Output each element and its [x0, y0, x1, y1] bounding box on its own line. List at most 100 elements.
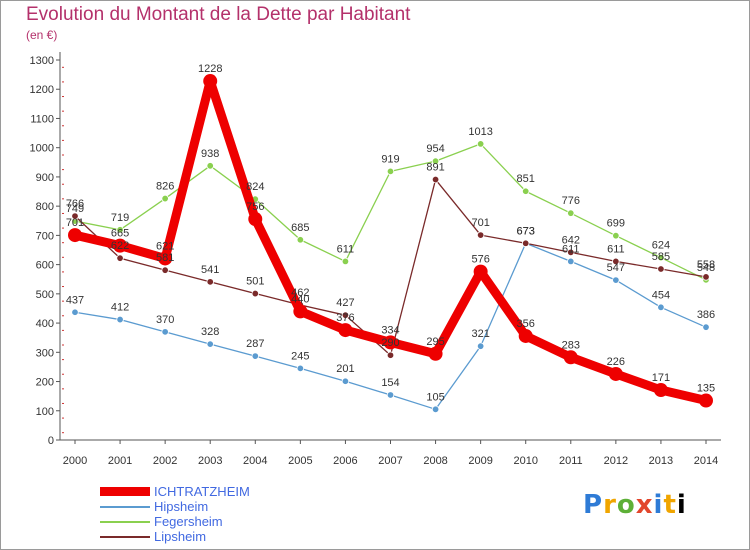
data-point — [522, 187, 530, 195]
data-label: 701 — [66, 217, 84, 229]
y-tick-label: 700 — [36, 230, 54, 242]
data-point — [296, 364, 305, 373]
data-label: 622 — [111, 240, 129, 252]
x-tick-label: 2012 — [604, 455, 628, 467]
data-point — [612, 276, 620, 284]
data-point — [113, 238, 128, 253]
data-label: 287 — [246, 338, 264, 350]
y-tick-label: 500 — [36, 289, 54, 301]
data-label: 370 — [156, 314, 174, 326]
data-label: 611 — [337, 243, 355, 255]
data-label: 826 — [156, 181, 174, 193]
data-label: 501 — [246, 276, 264, 288]
legend-item: Hipsheim — [100, 499, 250, 514]
legend-item: Fegersheim — [100, 514, 250, 529]
x-tick-label: 2007 — [378, 455, 402, 467]
data-point — [158, 251, 173, 266]
data-point — [116, 226, 124, 234]
x-tick-label: 2010 — [513, 455, 537, 467]
data-label: 719 — [111, 212, 129, 224]
data-label: 673 — [517, 225, 535, 237]
data-label: 427 — [336, 297, 354, 309]
data-label: 462 — [291, 287, 309, 299]
data-point — [431, 175, 440, 184]
x-tick-label: 2009 — [468, 455, 492, 467]
data-label: 756 — [246, 201, 264, 213]
y-tick-label: 0 — [48, 435, 54, 447]
data-point — [203, 74, 218, 89]
y-tick-label: 100 — [36, 406, 54, 418]
chart-legend: ICHTRATZHEIM Hipsheim Fegersheim Lipsheim — [100, 484, 250, 544]
data-point — [206, 162, 214, 170]
data-point — [567, 209, 575, 217]
data-label: 776 — [562, 195, 580, 207]
data-point — [567, 257, 575, 266]
data-point — [116, 254, 124, 262]
data-point — [341, 377, 350, 385]
legend-swatch — [100, 520, 150, 523]
data-point — [386, 391, 395, 399]
x-tick-label: 2014 — [694, 455, 718, 467]
chart-title: Evolution du Montant de la Dette par Hab… — [26, 4, 411, 25]
data-label: 685 — [291, 222, 309, 234]
data-label: 1228 — [198, 63, 222, 75]
data-label: 283 — [562, 339, 580, 351]
data-point — [522, 239, 530, 247]
data-point — [386, 351, 395, 359]
y-tick-label: 1000 — [30, 143, 54, 155]
data-label: 699 — [607, 218, 625, 230]
y-tick-label: 800 — [36, 201, 54, 213]
data-label: 328 — [201, 326, 219, 338]
data-label: 665 — [111, 228, 129, 240]
data-label: 547 — [607, 262, 625, 274]
data-label: 201 — [336, 363, 354, 375]
legend-swatch — [100, 505, 150, 508]
data-point — [338, 323, 353, 338]
data-label: 642 — [562, 234, 580, 246]
data-label: 576 — [471, 254, 489, 266]
y-tick-label: 1300 — [30, 55, 54, 67]
data-point — [657, 265, 665, 273]
data-point — [702, 273, 710, 281]
data-point — [431, 157, 440, 165]
data-point — [71, 212, 79, 220]
data-label: 245 — [291, 350, 309, 362]
data-label: 171 — [652, 372, 670, 384]
data-label: 851 — [517, 173, 535, 185]
data-label: 356 — [517, 318, 535, 330]
data-point — [612, 231, 620, 240]
data-label: 585 — [652, 251, 670, 263]
data-point — [296, 236, 305, 244]
data-point — [518, 328, 533, 343]
y-tick-label: 1200 — [30, 84, 54, 96]
data-point — [251, 352, 259, 360]
data-label: 226 — [607, 356, 625, 368]
data-label: 558 — [697, 259, 715, 271]
data-label: 621 — [156, 240, 174, 252]
chart-subtitle: (en €) — [26, 28, 58, 42]
data-label: 548 — [697, 262, 715, 274]
data-point — [702, 323, 710, 331]
y-tick-label: 1100 — [30, 113, 54, 125]
data-label: 454 — [652, 289, 670, 301]
data-point — [657, 303, 665, 311]
data-label: 334 — [381, 324, 399, 336]
legend-item: Lipsheim — [100, 529, 250, 544]
data-label: 1013 — [468, 126, 492, 138]
x-tick-label: 2001 — [108, 455, 132, 467]
data-point — [612, 257, 620, 266]
legend-label: ICHTRATZHEIM — [154, 484, 250, 499]
x-tick-label: 2002 — [153, 455, 177, 467]
data-label: 295 — [426, 336, 444, 348]
data-label: 701 — [471, 217, 489, 229]
data-label: 135 — [697, 383, 715, 395]
data-point — [476, 231, 485, 239]
x-tick-label: 2006 — [333, 455, 357, 467]
data-point — [341, 257, 350, 266]
data-label: 412 — [111, 302, 129, 314]
data-label: 624 — [652, 240, 670, 252]
data-point — [206, 340, 214, 348]
data-point — [383, 335, 398, 350]
data-point — [71, 308, 79, 316]
